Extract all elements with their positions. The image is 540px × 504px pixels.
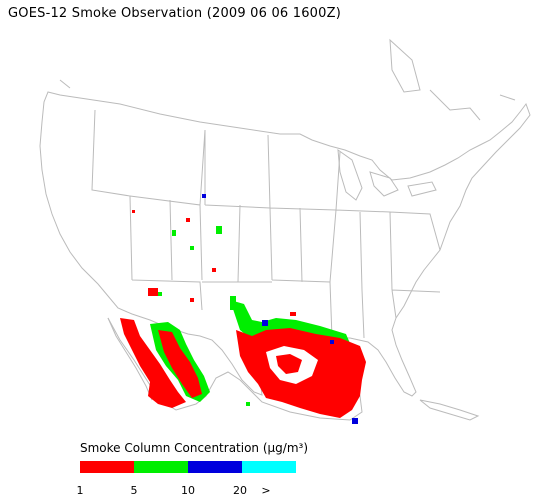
cuba-outline — [419, 399, 480, 421]
baja-outline — [107, 317, 153, 401]
legend-swatch-2 — [134, 461, 188, 473]
legend-swatch-1 — [80, 461, 134, 473]
legend-tick-label: 5 — [130, 484, 138, 497]
smoke-patch — [190, 298, 194, 302]
smoke-patch — [352, 418, 358, 424]
legend-tick-label: 1 — [76, 484, 84, 497]
smoke-patch — [216, 226, 222, 234]
smoke-patch — [212, 268, 216, 272]
state-lines — [91, 109, 441, 339]
smoke-layer — [120, 194, 366, 424]
smoke-patch — [276, 354, 302, 374]
smoke-patch — [190, 246, 194, 250]
smoke-patch — [202, 194, 206, 198]
legend-swatch-4 — [242, 461, 296, 473]
legend-tick-label: > — [261, 484, 271, 497]
canada-lines — [59, 38, 516, 121]
smoke-patch — [158, 330, 202, 398]
map-title: GOES-12 Smoke Observation (2009 06 06 16… — [8, 6, 341, 21]
smoke-patch — [158, 292, 162, 296]
legend-swatch-3 — [188, 461, 242, 473]
legend-tick-label: 10 — [181, 484, 195, 497]
great-lakes — [337, 148, 437, 201]
smoke-patch — [262, 320, 268, 326]
legend-title: Smoke Column Concentration (µg/m³) — [80, 441, 308, 455]
smoke-patch — [132, 210, 135, 213]
legend-tick-label: 20 — [233, 484, 247, 497]
legend-color-bar — [80, 461, 296, 473]
smoke-patch — [230, 296, 236, 310]
smoke-patch — [330, 340, 334, 344]
smoke-patch — [186, 218, 190, 222]
smoke-patch — [172, 230, 176, 236]
smoke-patch — [148, 288, 158, 296]
smoke-patch — [246, 402, 250, 406]
smoke-patch — [290, 312, 296, 316]
smoke-patch — [120, 318, 186, 408]
